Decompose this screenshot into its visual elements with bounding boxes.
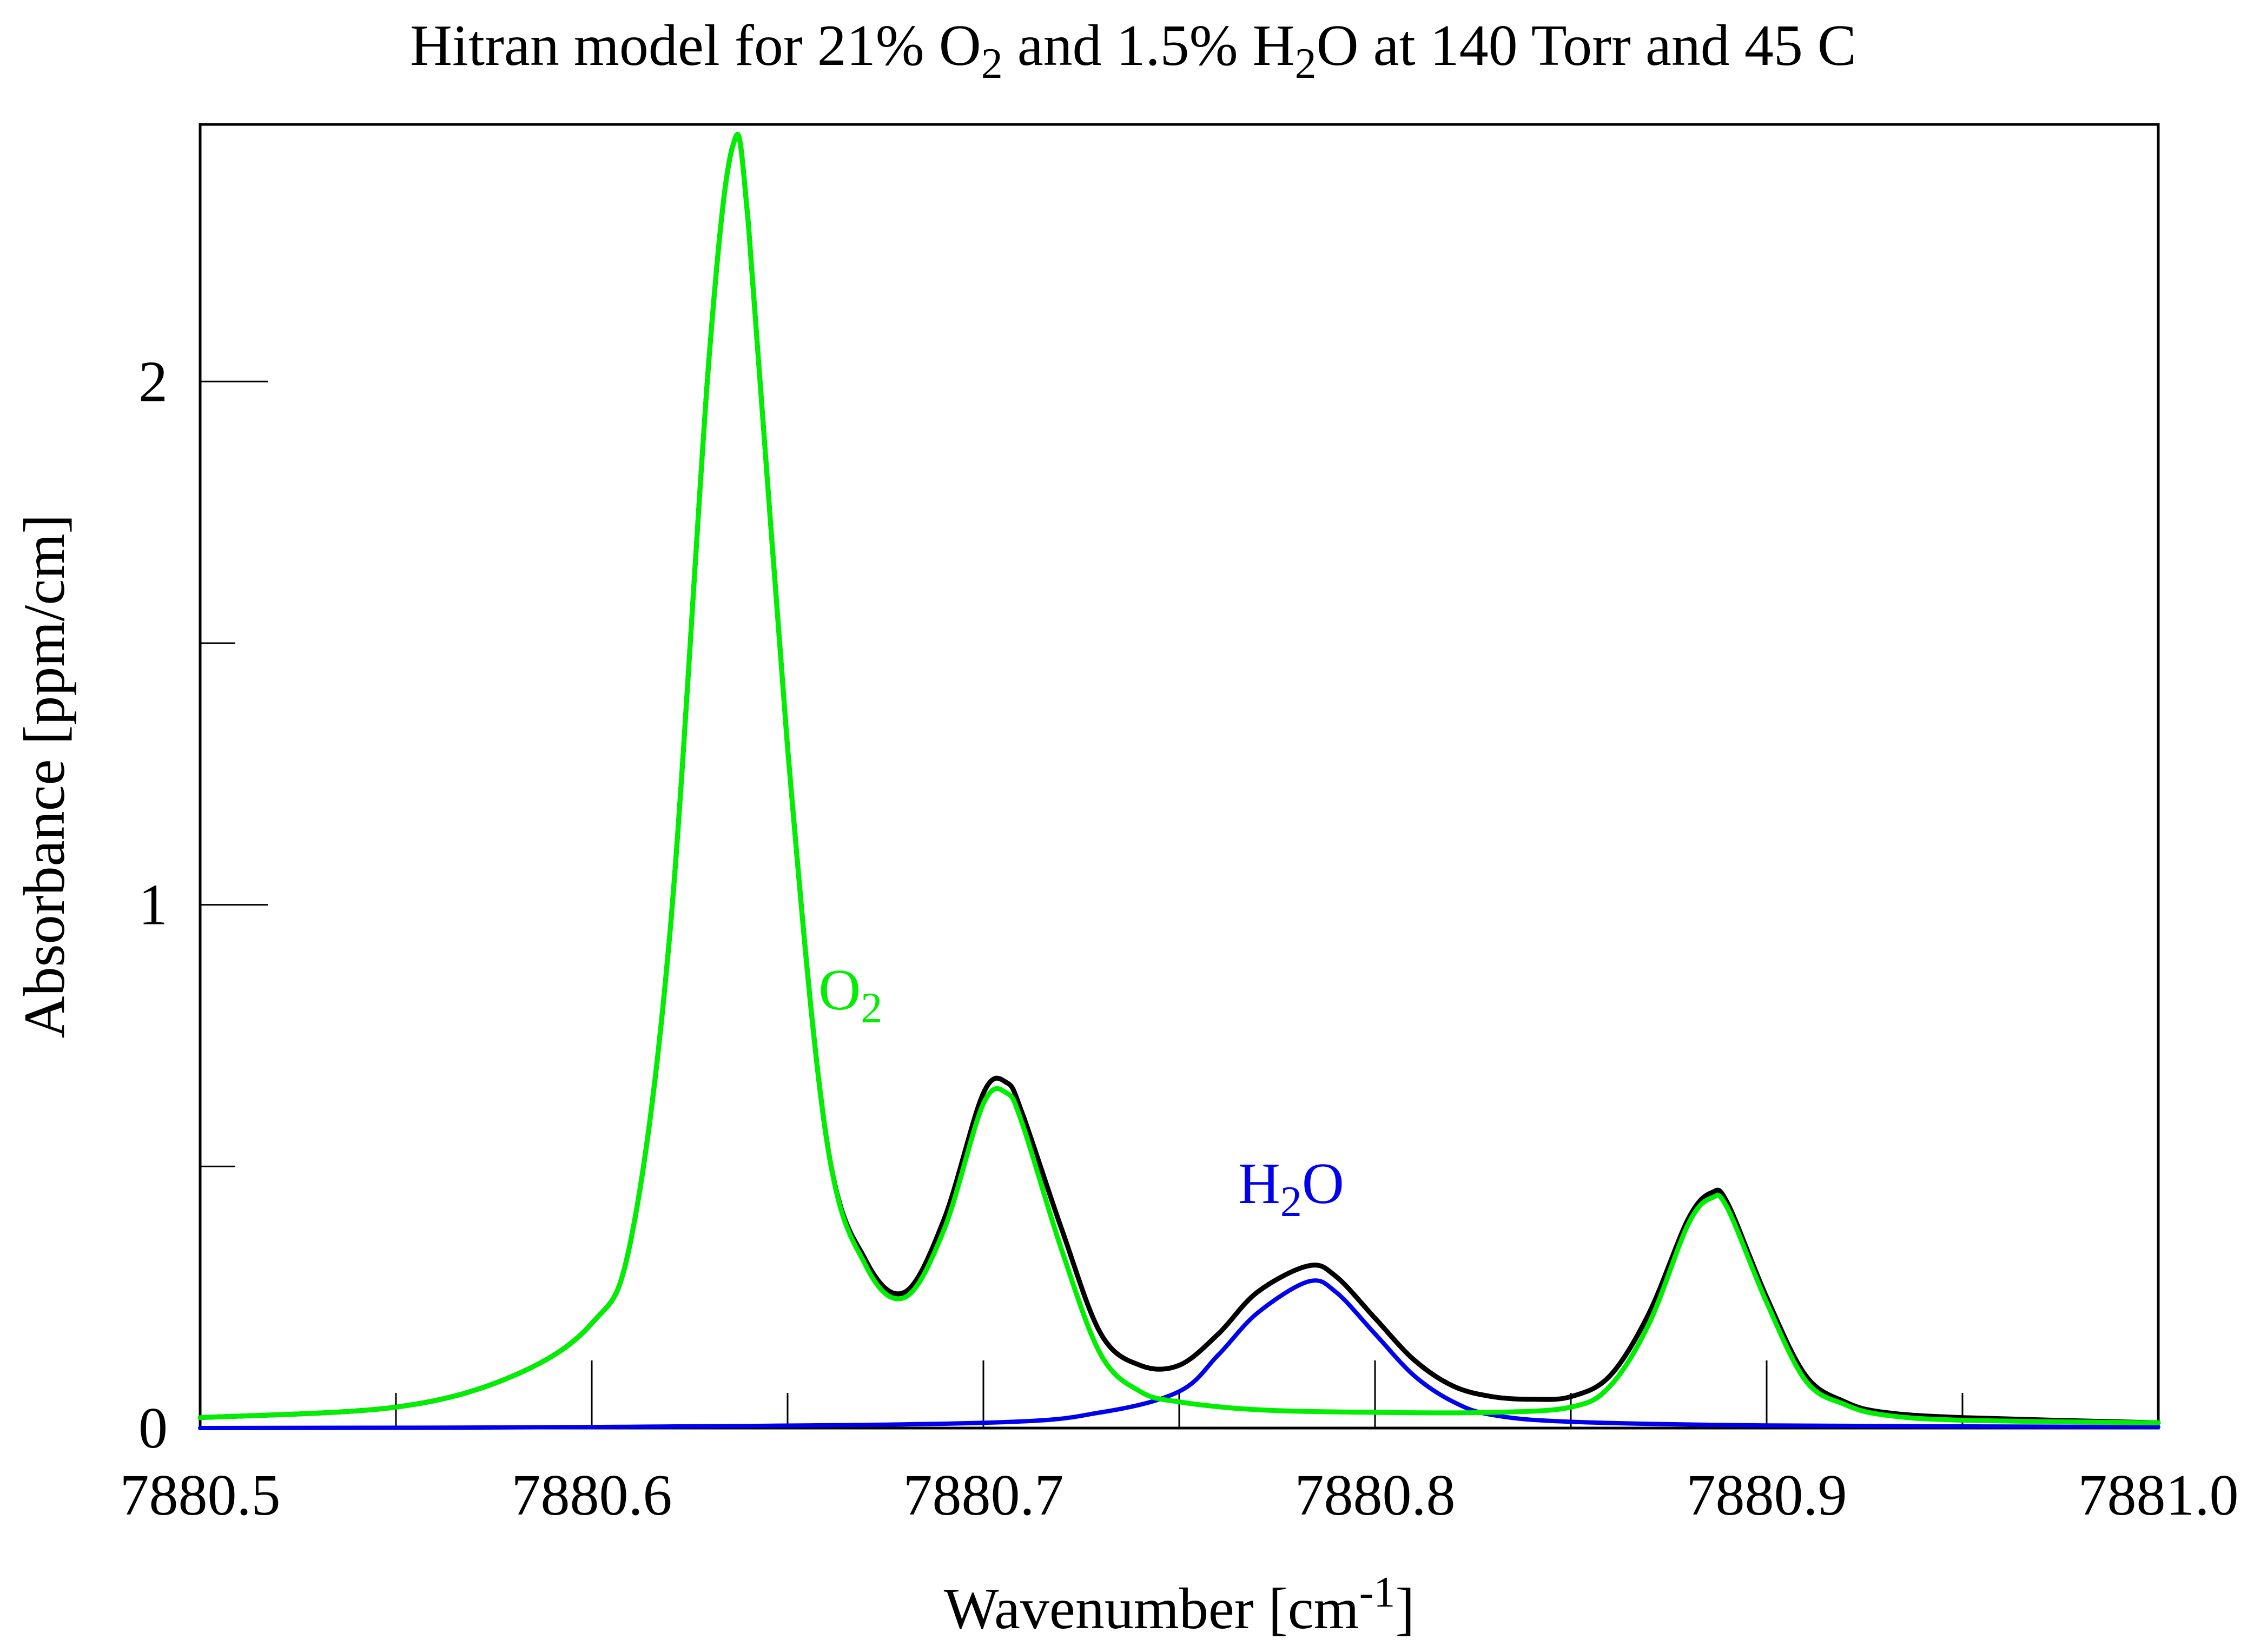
series-line-o2 xyxy=(197,131,2161,1425)
x-major-ticks xyxy=(591,1360,1768,1428)
x-tick-labels: 7880.5 7880.6 7880.7 7880.8 7880.9 7881.0 xyxy=(120,1463,2239,1528)
x-tick-label: 7880.6 xyxy=(512,1463,672,1528)
x-tick-label: 7881.0 xyxy=(2078,1463,2239,1528)
y-tick-label: 1 xyxy=(138,873,168,937)
annotation-h2o-tail: O xyxy=(1302,1152,1344,1216)
annotation-h2o-main: H xyxy=(1238,1152,1280,1216)
series-line-h2o xyxy=(198,1278,2160,1430)
y-tick-label: 0 xyxy=(138,1396,168,1461)
annotation-o2: O2 xyxy=(818,958,882,1032)
y-major-ticks xyxy=(200,380,268,906)
series-line-total xyxy=(197,131,2161,1425)
chart-title-part-1: Hitran model for 21% O xyxy=(410,14,981,78)
y-minor-ticks xyxy=(200,642,235,1167)
x-axis-label-sup: -1 xyxy=(1359,1569,1396,1616)
x-tick-label: 7880.5 xyxy=(120,1463,281,1528)
annotation-o2-sub: 2 xyxy=(861,984,882,1032)
series-lines xyxy=(197,131,2161,1430)
x-minor-ticks xyxy=(395,1393,1964,1428)
chart-title-sub-2: 2 xyxy=(1295,40,1317,88)
chart-title: Hitran model for 21% O2 and 1.5% H2O at … xyxy=(410,14,1856,88)
chart-title-sub-1: 2 xyxy=(981,40,1003,88)
annotation-h2o: H2O xyxy=(1238,1152,1344,1226)
x-axis-label: Wavenumber [cm-1] xyxy=(944,1569,1415,1641)
annotation-h2o-sub: 2 xyxy=(1280,1178,1302,1226)
x-tick-label: 7880.7 xyxy=(903,1463,1064,1528)
annotation-o2-main: O xyxy=(818,958,861,1022)
plot-frame xyxy=(199,123,2160,1430)
chart-title-part-2: and 1.5% H xyxy=(1003,14,1295,78)
x-axis-label-main: Wavenumber [cm xyxy=(944,1577,1359,1641)
x-axis-label-close: ] xyxy=(1395,1577,1415,1641)
y-tick-label: 2 xyxy=(138,349,168,414)
chart-title-part-3: O at 140 Torr and 45 C xyxy=(1317,14,1856,78)
y-axis-label: Absorbance [ppm/cm] xyxy=(12,514,77,1039)
x-tick-label: 7880.8 xyxy=(1295,1463,1456,1528)
x-tick-label: 7880.9 xyxy=(1687,1463,1847,1528)
y-tick-labels: 0 1 2 xyxy=(138,349,168,1461)
